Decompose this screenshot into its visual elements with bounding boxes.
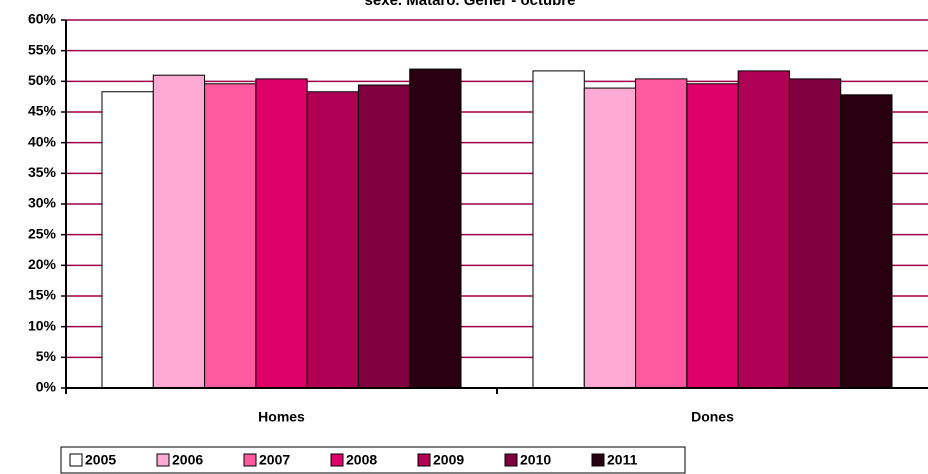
legend-swatch [417, 453, 431, 467]
y-tick-label: 35% [28, 164, 57, 180]
y-tick-label: 45% [28, 103, 57, 119]
y-tick-label: 25% [28, 225, 57, 241]
y-tick-label: 10% [28, 317, 57, 333]
y-tick-label: 40% [28, 133, 57, 149]
legend-label: 2011 [607, 452, 638, 468]
legend-label: 2006 [172, 452, 203, 468]
legend-label: 2008 [346, 452, 377, 468]
bar [409, 68, 462, 389]
y-tick-label: 5% [36, 348, 57, 364]
y-tick-label: 50% [28, 72, 57, 88]
y-tick-label: 15% [28, 287, 57, 303]
legend-label: 2007 [259, 452, 290, 468]
x-tick-label: Homes [258, 409, 305, 425]
bar [532, 70, 585, 389]
bar [101, 91, 154, 389]
legend-swatch [591, 453, 605, 467]
legend-label: 2005 [85, 452, 116, 468]
bar [152, 74, 206, 389]
legend-swatch [504, 453, 518, 467]
bar [737, 70, 790, 389]
legend-swatch [69, 453, 83, 467]
x-tick-label: Dones [691, 409, 734, 425]
legend-label: 2009 [433, 452, 464, 468]
legend-label: 2010 [520, 452, 551, 468]
bar [686, 83, 739, 389]
bar [583, 87, 637, 389]
legend-swatch [330, 453, 344, 467]
bar [306, 91, 359, 389]
chart-title: sexe. Mataró. Gener - octubre [365, 0, 576, 9]
y-tick-label: 30% [28, 195, 57, 211]
bar [788, 78, 842, 389]
bar [635, 78, 688, 389]
y-tick-label: 0% [36, 379, 57, 395]
legend-swatch [156, 453, 170, 467]
bar [840, 94, 893, 389]
y-tick-label: 60% [28, 11, 57, 27]
bar [204, 83, 257, 389]
bar [255, 78, 308, 389]
y-tick-label: 20% [28, 256, 57, 272]
y-tick-label: 55% [28, 41, 57, 57]
bar [357, 84, 411, 389]
legend-swatch [243, 453, 257, 467]
